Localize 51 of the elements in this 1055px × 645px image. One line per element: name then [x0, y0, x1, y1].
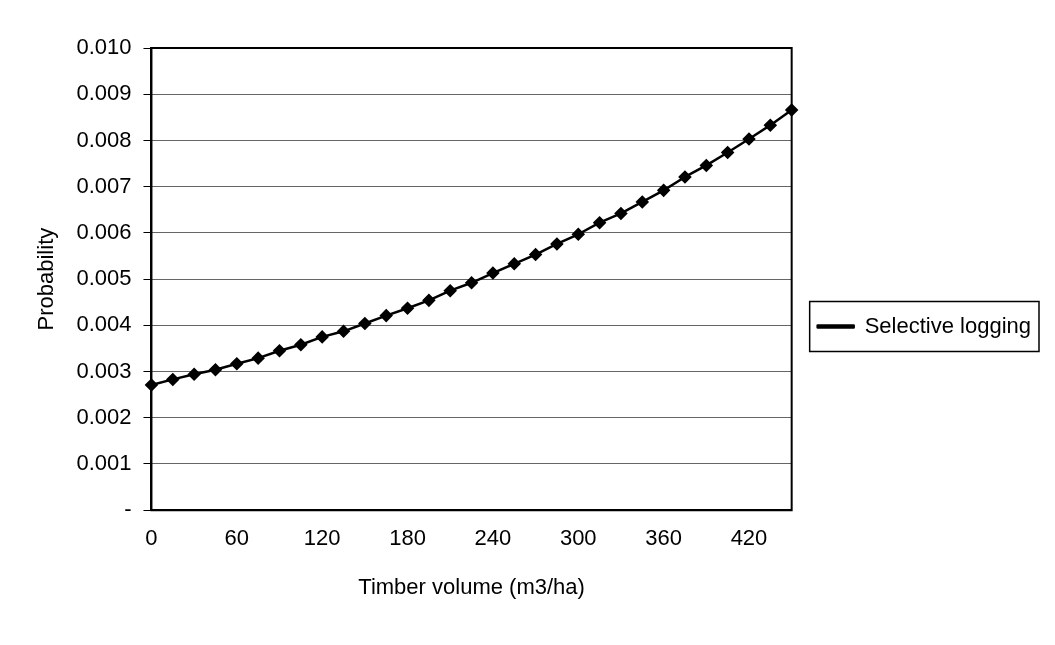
point	[379, 309, 393, 322]
point	[657, 184, 670, 197]
y-tick-label: 0.010	[76, 34, 132, 60]
point	[230, 357, 244, 370]
x-tick-label: 240	[474, 525, 512, 551]
point	[401, 301, 414, 315]
point	[636, 195, 649, 209]
point	[251, 351, 265, 365]
y-tick-label: 0.007	[76, 172, 132, 198]
y-tick-label: 0.006	[76, 218, 132, 244]
x-tick-label: 0	[145, 525, 158, 551]
y-tick-label: 0.002	[76, 403, 132, 429]
point	[700, 159, 713, 172]
point	[443, 284, 457, 297]
point	[273, 344, 286, 357]
y-axis-title: Probability	[33, 227, 59, 331]
point	[764, 118, 777, 132]
x-tick-label: 420	[730, 525, 768, 551]
x-tick-label: 60	[224, 525, 250, 551]
point	[358, 317, 372, 330]
y-tick-label: 0.008	[76, 126, 132, 152]
point	[166, 373, 180, 386]
point	[678, 170, 692, 184]
point	[209, 363, 222, 376]
y-tick-label: 0.005	[76, 265, 132, 291]
point	[529, 248, 542, 261]
legend-label: Selective logging	[864, 312, 1032, 338]
point	[572, 228, 585, 241]
y-tick-label: 0.001	[76, 450, 132, 476]
point	[721, 146, 734, 159]
y-tick-label: -	[124, 496, 132, 522]
point	[422, 294, 436, 307]
x-tick-label: 360	[645, 525, 682, 551]
y-tick-label: 0.004	[76, 311, 132, 337]
point	[294, 338, 308, 351]
point	[465, 276, 478, 290]
x-tick-label: 120	[303, 525, 341, 551]
point	[593, 216, 606, 229]
point	[742, 132, 756, 146]
point	[337, 325, 350, 338]
x-axis-title: Timber volume (m3/ha)	[358, 573, 585, 599]
point	[486, 266, 500, 280]
point	[507, 257, 521, 271]
point	[550, 237, 564, 251]
point	[614, 207, 628, 220]
x-tick-label: 180	[389, 525, 426, 551]
y-tick-label: 0.009	[76, 80, 132, 106]
y-tick-label: 0.003	[76, 357, 132, 383]
point	[315, 330, 329, 344]
x-tick-label: 300	[559, 525, 597, 551]
point	[187, 368, 201, 381]
